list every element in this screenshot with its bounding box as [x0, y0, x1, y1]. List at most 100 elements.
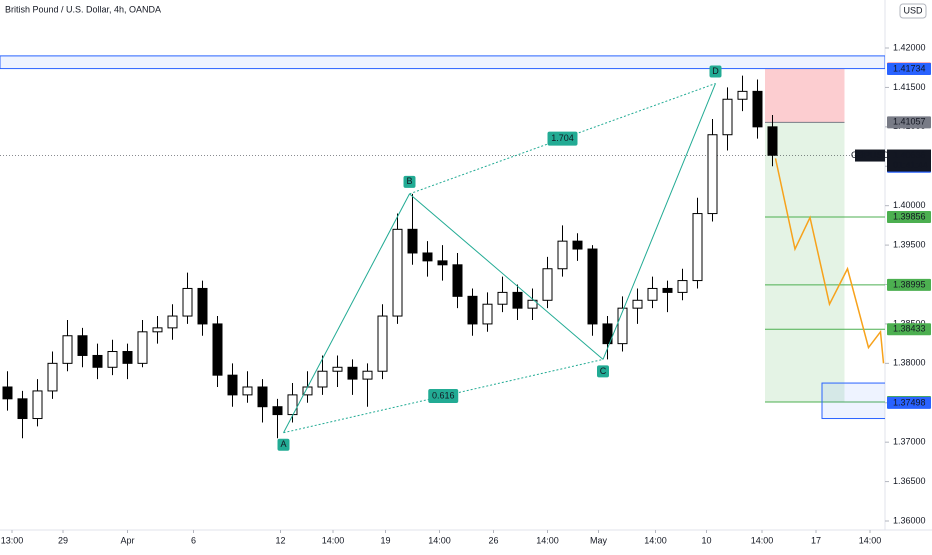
candle-body	[362, 370, 373, 380]
candle-body	[122, 351, 133, 364]
price-label: 1.38995	[893, 279, 926, 289]
last-price-box	[887, 149, 931, 172]
candle-body	[62, 335, 73, 364]
x-tick-label: 6	[191, 535, 196, 545]
candle-body	[317, 370, 328, 388]
y-tick-label: 1.36500	[893, 476, 926, 486]
candle-body	[257, 386, 268, 408]
ratio-box	[428, 389, 459, 404]
candle-body	[167, 315, 178, 329]
candle-body	[77, 335, 88, 356]
zone-band	[0, 55, 885, 70]
x-tick-label: 14:00	[536, 535, 559, 545]
point-label: C	[600, 366, 607, 376]
x-tick-label: 19	[380, 535, 390, 545]
y-tick-label: 1.41500	[893, 82, 926, 92]
x-tick-label: 10	[701, 535, 711, 545]
point-box	[597, 365, 609, 378]
candle-body	[392, 228, 403, 317]
candle-body	[752, 90, 763, 128]
candle-body	[242, 386, 253, 396]
x-tick-label: 14:00	[859, 535, 882, 545]
price-label-box	[887, 323, 931, 336]
candle-body	[572, 240, 583, 250]
ratio-box	[547, 131, 578, 146]
countdown: 01:41:44	[893, 160, 928, 170]
currency-box[interactable]	[899, 3, 927, 19]
candle-body	[647, 287, 658, 301]
x-tick-label: Apr	[120, 535, 134, 545]
y-tick-label: 1.38000	[893, 358, 926, 368]
x-tick-label: 14:00	[751, 535, 774, 545]
box	[821, 382, 885, 420]
point-label: D	[712, 66, 719, 76]
candle-body	[407, 228, 418, 254]
candle-body	[662, 287, 673, 293]
candle-body	[2, 386, 13, 400]
candle-body	[707, 134, 718, 215]
point-label: B	[406, 176, 412, 186]
chart-title: British Pound / U.S. Dollar, 4h, OANDA	[5, 4, 161, 14]
candle-body	[17, 398, 28, 420]
candle-body	[527, 299, 538, 309]
candle-body	[332, 366, 343, 372]
point-box	[277, 438, 290, 451]
x-tick-label: 13:00	[1, 535, 24, 545]
y-tick-label: 1.39500	[893, 239, 926, 249]
price-label: 1.41734	[893, 63, 926, 73]
candle-body	[767, 126, 778, 156]
candle-body	[422, 252, 433, 262]
y-tick-label: 1.40000	[893, 200, 926, 210]
currency[interactable]: USD	[903, 5, 923, 15]
candle-body	[692, 213, 703, 282]
candle-body	[617, 307, 628, 345]
candle-body	[137, 331, 148, 364]
candle-body	[677, 280, 688, 293]
pattern-leg	[602, 83, 716, 360]
candle-body	[632, 299, 643, 309]
ratio-label: 1.704	[551, 133, 574, 143]
point-box	[403, 175, 416, 188]
candle-body	[482, 303, 493, 325]
point-box	[709, 65, 722, 78]
price-label-box	[887, 116, 931, 129]
price-label-box	[887, 62, 931, 75]
candle-body	[182, 287, 193, 317]
price-label-box	[887, 278, 931, 291]
candle-body	[602, 323, 613, 345]
ratio-label: 0.616	[432, 390, 455, 400]
x-tick-label: 14:00	[644, 535, 667, 545]
candle-body	[287, 394, 298, 416]
price-label: 1.38433	[893, 324, 926, 334]
price-label: 1.41057	[893, 117, 926, 127]
x-tick-label: 12	[275, 535, 285, 545]
x-tick-label: 14:00	[322, 535, 345, 545]
candle-body	[587, 248, 598, 325]
stop-zone	[765, 68, 845, 123]
candle-body	[437, 260, 448, 266]
x-tick-label: 26	[488, 535, 498, 545]
candle-body	[107, 351, 118, 368]
candle-body	[197, 287, 208, 325]
symbol-label: GBPUSD	[851, 150, 890, 160]
candle-body	[152, 327, 163, 333]
last-price-label: 1.40636	[893, 150, 926, 160]
price-label-box	[887, 396, 931, 409]
y-tick-label: 1.37000	[893, 437, 926, 447]
point-label: A	[280, 439, 286, 449]
candle-body	[347, 366, 358, 380]
candle-body	[47, 362, 58, 392]
candle-body	[377, 315, 388, 372]
x-tick-label: 14:00	[428, 535, 451, 545]
candle-body	[512, 291, 523, 309]
x-tick-label: 29	[58, 535, 68, 545]
candle-body	[212, 323, 223, 376]
ratio-line	[283, 358, 604, 434]
candle-body	[227, 374, 238, 396]
plot-area: 0.616 1.704 A B C D	[0, 55, 885, 451]
candle-body	[497, 291, 508, 305]
candle-body	[467, 295, 478, 325]
y-tick-label: 1.36000	[893, 515, 926, 525]
